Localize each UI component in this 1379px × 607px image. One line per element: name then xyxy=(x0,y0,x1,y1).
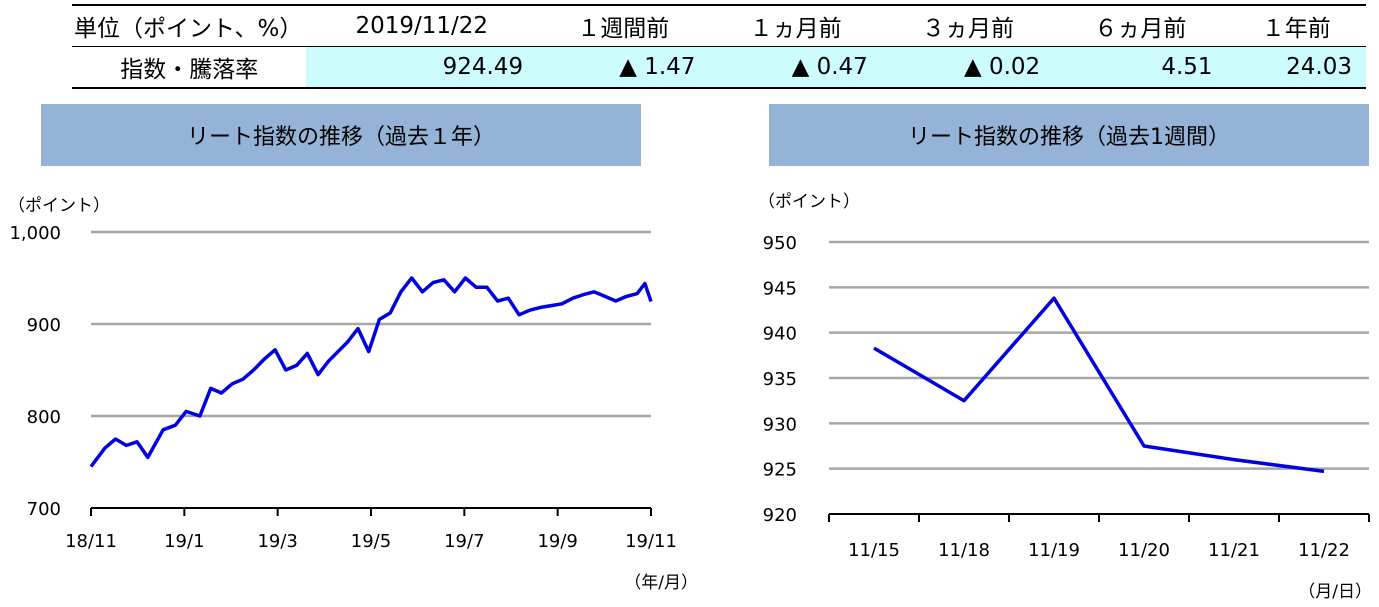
summary-values-row: 指数・騰落率 924.49 ▲ 1.47 ▲ 0.47 ▲ 0.02 4.51 … xyxy=(72,46,1366,89)
y-tick-label: 900 xyxy=(27,315,61,336)
y-tick-label: 940 xyxy=(763,324,797,345)
chart1-title: リート指数の推移（過去１年） xyxy=(41,104,641,166)
y-tick-label: 1,000 xyxy=(9,223,61,244)
value-1year: 24.03 xyxy=(1226,46,1366,89)
series-line xyxy=(89,276,653,468)
header-date: 2019/11/22 xyxy=(306,4,538,47)
summary-header-row: 単位（ポイント、%） 2019/11/22 １週間前 １ヵ月前 ３ヵ月前 ６ヵ月… xyxy=(72,4,1366,47)
chart1-ylabel: （ポイント） xyxy=(8,196,110,216)
y-tick-label: 925 xyxy=(763,460,797,481)
x-tick-label: 11/15 xyxy=(848,540,900,561)
header-1year: １年前 xyxy=(1226,4,1366,47)
header-1week: １週間前 xyxy=(537,4,710,47)
x-tick-label: 19/9 xyxy=(537,531,577,552)
y-tick-label: 945 xyxy=(763,278,797,299)
chart-1week: 920 925 930 935 940 945 950 11/15 11/18 11/19 11/2… xyxy=(763,233,1370,561)
y-tick-label: 930 xyxy=(763,414,797,435)
y-tick-label: 700 xyxy=(27,499,61,520)
header-1month: １ヵ月前 xyxy=(709,4,882,47)
x-tick-label: 11/19 xyxy=(1028,540,1080,561)
y-tick-label: 935 xyxy=(763,369,797,390)
x-tick-label: 19/7 xyxy=(444,531,484,552)
value-3month: ▲ 0.02 xyxy=(881,46,1055,89)
value-6month: 4.51 xyxy=(1054,46,1227,89)
summary-table: 単位（ポイント、%） 2019/11/22 １週間前 １ヵ月前 ３ヵ月前 ６ヵ月… xyxy=(72,4,1366,89)
chart2-xlabel: （月/日） xyxy=(1298,582,1372,602)
x-tick-label: 18/11 xyxy=(65,531,117,552)
chart2-ylabel: （ポイント） xyxy=(758,192,860,212)
x-tick-label: 11/18 xyxy=(938,540,990,561)
x-tick-label: 19/5 xyxy=(351,531,391,552)
chart-1year: 700 800 900 1,000 18/11 19/1 19/3 19/5 19/7 19/9 1… xyxy=(9,223,676,552)
header-6month: ６ヵ月前 xyxy=(1054,4,1227,47)
header-3month: ３ヵ月前 xyxy=(881,4,1055,47)
x-tick-label: 19/11 xyxy=(625,531,677,552)
value-1week: ▲ 1.47 xyxy=(537,46,710,89)
y-tick-label: 920 xyxy=(763,505,797,526)
x-tick-label: 11/22 xyxy=(1298,540,1350,561)
chart2-title: リート指数の推移（過去1週間） xyxy=(769,104,1369,166)
series-line xyxy=(873,296,1325,474)
y-tick-label: 950 xyxy=(763,233,797,254)
row-label: 指数・騰落率 xyxy=(72,46,307,89)
y-tick-label: 800 xyxy=(27,407,61,428)
unit-header: 単位（ポイント、%） xyxy=(72,4,307,47)
x-tick-label: 19/1 xyxy=(164,531,204,552)
x-tick-label: 11/21 xyxy=(1208,540,1260,561)
value-index: 924.49 xyxy=(306,46,538,89)
x-tick-label: 19/3 xyxy=(257,531,297,552)
value-1month: ▲ 0.47 xyxy=(709,46,882,89)
chart1-xlabel: （年/月） xyxy=(624,573,698,593)
x-tick-label: 11/20 xyxy=(1118,540,1170,561)
